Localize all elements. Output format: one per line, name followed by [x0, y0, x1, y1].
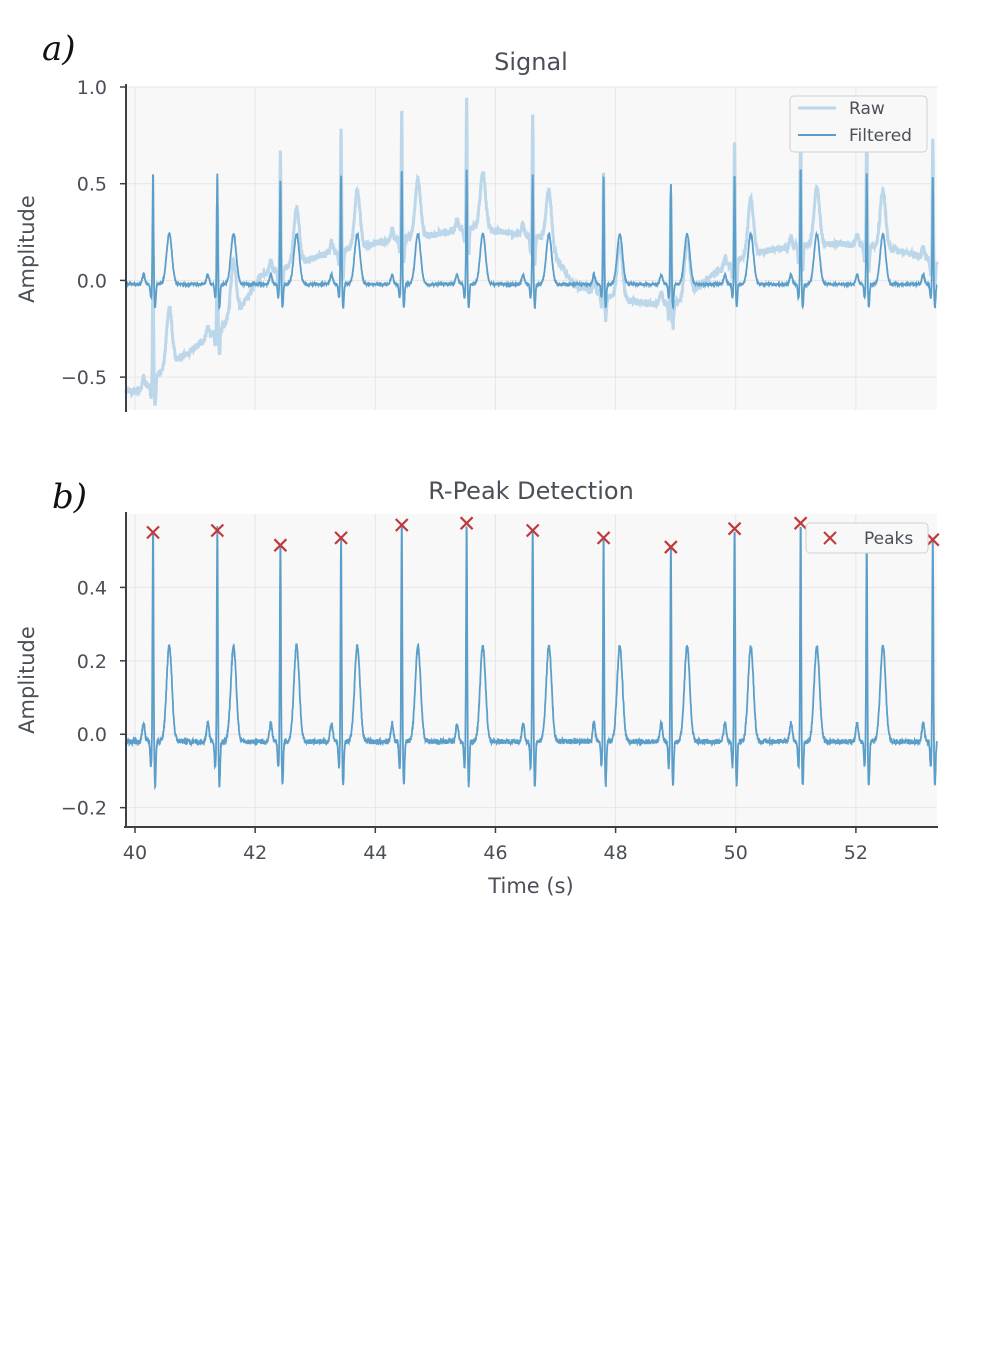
- legend-peaks-marker: [823, 531, 837, 545]
- filtered-series: [125, 169, 938, 311]
- peak-marker-2: [273, 538, 288, 552]
- peak-marker-0: [146, 525, 160, 540]
- rpeak-legend: Peaks: [805, 522, 929, 554]
- panel-b-label: b): [52, 477, 87, 517]
- legend-raw-label: Raw: [849, 99, 885, 119]
- peak-marker-5: [459, 516, 474, 530]
- rpeak-xtick-label-5: 50: [724, 842, 748, 864]
- rpeak-xtick-label-2: 44: [363, 842, 387, 864]
- signal-ytick-label-3: 1.0: [77, 77, 107, 99]
- rpeak-panel: b) R-Peak Detection −0.2 0.0 0.2 0.4 40 42 44…: [15, 477, 940, 898]
- rpeak-xtick-label-0: 40: [123, 842, 147, 864]
- peak-marker-1: [210, 523, 225, 538]
- rpeak-title: R-Peak Detection: [428, 477, 634, 505]
- signal-ytick-label-1: 0.0: [77, 270, 107, 292]
- rpeak-signal-series: [125, 526, 938, 791]
- rpeak-x-label: Time (s): [487, 874, 573, 898]
- panel-a-label: a): [42, 29, 76, 69]
- rpeak-ytick-label-2: 0.2: [77, 651, 107, 673]
- rpeak-xtick-label-4: 48: [604, 842, 628, 864]
- rpeak-y-ticks: −0.2 0.0 0.2 0.4: [61, 577, 126, 820]
- peak-marker-10: [793, 516, 808, 530]
- peak-marker-8: [664, 540, 678, 554]
- signal-title: Signal: [494, 48, 568, 76]
- rpeak-signal-line: [125, 526, 938, 791]
- rpeak-legend-box: [805, 522, 929, 554]
- rpeak-ytick-label-1: 0.0: [77, 724, 107, 746]
- rpeak-x-ticks: 40 42 44 46 48 50 52: [123, 827, 868, 864]
- peak-marker-3: [334, 531, 348, 545]
- signal-panel: a) Signal −0.5 0.0 0.5 1.0 Amplitude Raw Fi…: [15, 29, 939, 412]
- legend-peaks-label: Peaks: [864, 529, 913, 549]
- signal-legend-box: [789, 95, 928, 153]
- peak-marker-7: [596, 531, 611, 545]
- legend-filtered-label: Filtered: [849, 126, 912, 146]
- peak-marker-6: [525, 523, 540, 538]
- rpeak-xtick-label-6: 52: [844, 842, 868, 864]
- signal-y-ticks: −0.5 0.0 0.5 1.0: [61, 77, 126, 389]
- signal-y-label: Amplitude: [15, 195, 39, 303]
- signal-ytick-label-2: 0.5: [77, 174, 107, 196]
- peak-marker-12: [926, 532, 940, 547]
- rpeak-ytick-label-3: 0.4: [77, 577, 107, 599]
- filtered-line: [125, 169, 938, 311]
- rpeak-y-label: Amplitude: [15, 626, 39, 734]
- signal-legend: Raw Filtered: [789, 95, 928, 153]
- rpeak-ytick-label-0: −0.2: [61, 798, 107, 820]
- signal-ytick-label-0: −0.5: [61, 367, 107, 389]
- rpeak-xtick-label-3: 46: [483, 842, 507, 864]
- rpeak-xtick-label-1: 42: [243, 842, 267, 864]
- peak-marker-4: [394, 518, 409, 532]
- peak-marker-9: [727, 521, 742, 536]
